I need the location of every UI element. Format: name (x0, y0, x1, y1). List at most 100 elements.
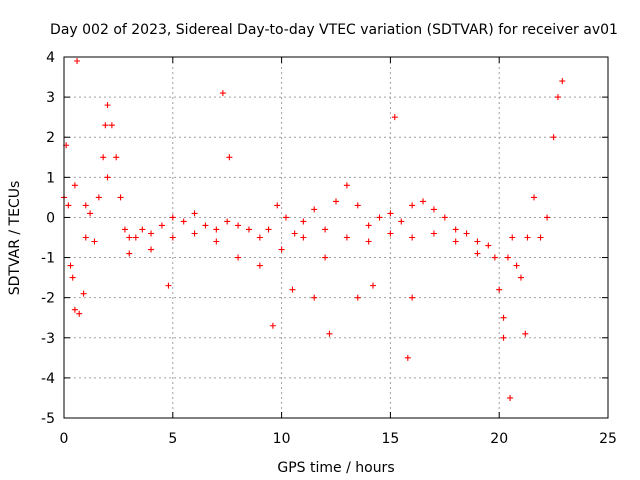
data-point (333, 198, 339, 205)
data-point (104, 174, 111, 181)
data-point (256, 262, 263, 269)
data-points (61, 58, 566, 401)
x-tick-label: 20 (490, 431, 508, 447)
data-point (300, 234, 307, 241)
data-point (420, 198, 427, 205)
data-point (474, 250, 481, 257)
data-point (158, 222, 165, 229)
data-point (409, 294, 416, 301)
data-point (522, 330, 529, 337)
y-tick-label: -1 (41, 251, 55, 267)
data-point (559, 78, 566, 85)
data-point (354, 202, 361, 209)
data-point (554, 94, 561, 101)
y-tick-label: -4 (41, 371, 55, 387)
y-tick-label: 4 (46, 50, 55, 66)
data-point (95, 194, 102, 201)
data-point (491, 254, 498, 261)
data-point (513, 262, 520, 269)
data-point (500, 334, 507, 341)
data-point (235, 254, 242, 261)
x-tick-label: 10 (273, 431, 291, 447)
data-point (126, 250, 133, 257)
data-point (391, 114, 398, 121)
data-point (387, 210, 394, 217)
data-point (80, 290, 87, 297)
data-point (224, 218, 231, 225)
data-point (256, 234, 263, 241)
data-point (311, 294, 318, 301)
data-point (67, 262, 74, 269)
data-point (404, 354, 411, 361)
data-point (365, 238, 372, 245)
y-tick-label: -3 (41, 331, 55, 347)
data-point (169, 214, 176, 221)
data-point (121, 226, 128, 233)
data-point (452, 226, 459, 233)
data-point (100, 154, 107, 161)
y-tick-label: -5 (41, 411, 55, 427)
data-point (507, 394, 514, 401)
x-tick-label: 15 (381, 431, 399, 447)
data-point (102, 122, 109, 129)
data-point (376, 214, 383, 221)
data-point (191, 230, 198, 237)
data-point (226, 154, 233, 161)
data-point (387, 230, 394, 237)
data-point (311, 206, 318, 213)
data-point (354, 294, 361, 301)
data-point (537, 234, 544, 241)
data-point (245, 226, 252, 233)
data-point (504, 254, 511, 261)
y-tick-label: 0 (46, 210, 55, 226)
data-point (365, 222, 372, 229)
data-point (282, 214, 289, 221)
data-point (398, 218, 405, 225)
x-tick-label: 5 (168, 431, 177, 447)
data-point (278, 246, 285, 253)
y-tick-labels: 4 3 2 1 0 -1 -2 -3 -4 -5 (41, 50, 55, 427)
data-point (550, 134, 557, 141)
x-axis-title: GPS time / hours (277, 460, 394, 476)
data-point (463, 230, 470, 237)
data-point (76, 310, 83, 317)
data-point (430, 230, 437, 237)
data-point (132, 234, 139, 241)
data-point (343, 234, 350, 241)
data-point (300, 218, 307, 225)
y-tick-label: 2 (46, 130, 55, 146)
data-point (409, 202, 416, 209)
data-point (82, 234, 89, 241)
data-point (113, 154, 120, 161)
data-point (452, 238, 459, 245)
data-point (343, 182, 350, 189)
data-point (148, 230, 155, 237)
data-point (322, 226, 329, 233)
data-point (544, 214, 551, 221)
data-point (71, 306, 78, 313)
data-point (108, 122, 115, 129)
x-tick-label: 25 (599, 431, 617, 447)
data-point (71, 182, 78, 189)
data-point (322, 254, 329, 261)
data-point (509, 234, 516, 241)
data-point (326, 330, 333, 337)
data-point (87, 210, 94, 217)
data-point (409, 234, 416, 241)
data-point (219, 90, 226, 97)
data-point (496, 286, 503, 293)
data-point (441, 214, 448, 221)
data-point (191, 210, 198, 217)
x-tick-label: 0 (60, 431, 69, 447)
data-point (524, 234, 531, 241)
grid-lines (64, 57, 608, 418)
data-point (213, 238, 220, 245)
data-point (74, 58, 81, 65)
data-point (165, 282, 172, 289)
data-point (180, 218, 187, 225)
data-point (148, 246, 155, 253)
plot-frame (63, 56, 609, 419)
data-point (485, 242, 492, 249)
